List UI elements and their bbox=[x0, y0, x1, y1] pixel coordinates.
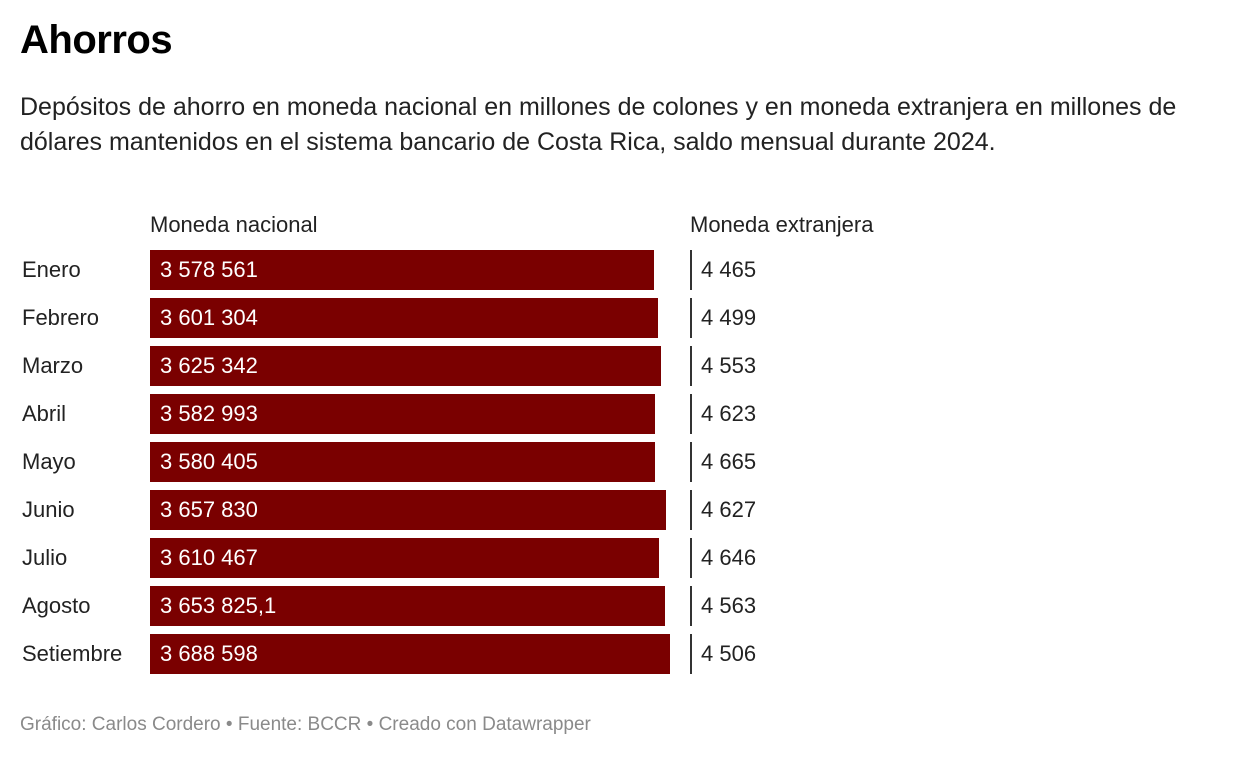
bar-moneda-nacional: 3 578 561 bbox=[150, 250, 654, 290]
chart-subtitle: Depósitos de ahorro en moneda nacional e… bbox=[20, 93, 1177, 156]
foreign-currency-value: 4 563 bbox=[701, 593, 757, 618]
foreign-currency-value: 4 506 bbox=[701, 641, 757, 666]
bar-value-label: 3 688 598 bbox=[160, 641, 258, 666]
foreign-currency-value: 4 465 bbox=[701, 257, 757, 282]
divider-tick bbox=[690, 298, 692, 338]
bar-moneda-nacional: 3 688 598 bbox=[150, 634, 670, 674]
divider-tick bbox=[690, 346, 692, 386]
chart-row: Marzo 3 625 342 4 553 bbox=[0, 346, 1240, 394]
chart-footer: Gráfico: Carlos Cordero • Fuente: BCCR •… bbox=[20, 714, 591, 735]
divider-tick bbox=[690, 394, 692, 434]
chart-row: Febrero 3 601 304 4 499 bbox=[0, 298, 1240, 346]
foreign-currency-value: 4 665 bbox=[701, 449, 757, 474]
bar-value-label: 3 625 342 bbox=[160, 353, 258, 378]
bar-moneda-nacional: 3 582 993 bbox=[150, 394, 655, 434]
category-label: Julio bbox=[22, 545, 68, 570]
category-label: Febrero bbox=[22, 305, 100, 330]
bar-moneda-nacional: 3 657 830 bbox=[150, 490, 666, 530]
category-label: Mayo bbox=[22, 449, 76, 474]
column-header-moneda-extranjera: Moneda extranjera bbox=[690, 212, 874, 237]
foreign-currency-value: 4 553 bbox=[701, 353, 757, 378]
bar-moneda-nacional: 3 625 342 bbox=[150, 346, 661, 386]
bar-value-label: 3 653 825,1 bbox=[160, 593, 277, 618]
chart-rows: Enero 3 578 561 4 465 Febrero 3 601 304 4 499… bbox=[0, 250, 1240, 682]
category-label: Marzo bbox=[22, 353, 84, 378]
bar-value-label: 3 610 467 bbox=[160, 545, 258, 570]
bar-value-label: 3 578 561 bbox=[160, 257, 258, 282]
category-label: Abril bbox=[22, 401, 67, 426]
divider-tick bbox=[690, 490, 692, 530]
chart-row: Enero 3 578 561 4 465 bbox=[0, 250, 1240, 298]
chart-row: Julio 3 610 467 4 646 bbox=[0, 538, 1240, 586]
category-label: Enero bbox=[22, 257, 81, 282]
chart-row: Setiembre 3 688 598 4 506 bbox=[0, 634, 1240, 682]
chart-row: Abril 3 582 993 4 623 bbox=[0, 394, 1240, 442]
bar-moneda-nacional: 3 610 467 bbox=[150, 538, 659, 578]
bar-value-label: 3 582 993 bbox=[160, 401, 258, 426]
chart-row: Mayo 3 580 405 4 665 bbox=[0, 442, 1240, 490]
category-label: Setiembre bbox=[22, 641, 123, 666]
column-header-moneda-nacional: Moneda nacional bbox=[150, 212, 318, 237]
divider-tick bbox=[690, 250, 692, 290]
chart-row: Agosto 3 653 825,1 4 563 bbox=[0, 586, 1240, 634]
bar-value-label: 3 601 304 bbox=[160, 305, 258, 330]
chart-row: Junio 3 657 830 4 627 bbox=[0, 490, 1240, 538]
foreign-currency-value: 4 499 bbox=[701, 305, 757, 330]
bar-moneda-nacional: 3 653 825,1 bbox=[150, 586, 665, 626]
foreign-currency-value: 4 623 bbox=[701, 401, 757, 426]
bar-moneda-nacional: 3 580 405 bbox=[150, 442, 655, 482]
foreign-currency-value: 4 627 bbox=[701, 497, 757, 522]
bar-value-label: 3 657 830 bbox=[160, 497, 258, 522]
category-label: Junio bbox=[22, 497, 75, 522]
bar-moneda-nacional: 3 601 304 bbox=[150, 298, 658, 338]
foreign-currency-value: 4 646 bbox=[701, 545, 757, 570]
category-label: Agosto bbox=[22, 593, 91, 618]
divider-tick bbox=[690, 586, 692, 626]
divider-tick bbox=[690, 634, 692, 674]
divider-tick bbox=[690, 442, 692, 482]
bar-value-label: 3 580 405 bbox=[160, 449, 258, 474]
chart-title: Ahorros bbox=[20, 18, 173, 62]
divider-tick bbox=[690, 538, 692, 578]
